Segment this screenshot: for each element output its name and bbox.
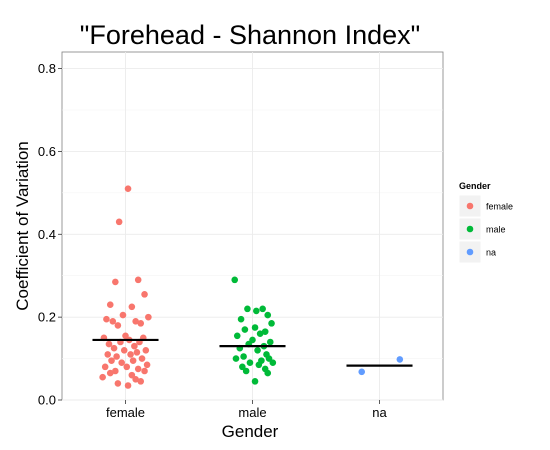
- point-female: [132, 375, 139, 383]
- point-male: [264, 369, 272, 377]
- point-female: [120, 346, 128, 354]
- point-female: [131, 342, 138, 350]
- legend: Gender female male na: [458, 181, 513, 264]
- point-female: [118, 359, 125, 367]
- point-female: [145, 313, 152, 321]
- y-tick-label: 0.4: [38, 227, 56, 242]
- point-female: [138, 355, 146, 362]
- point-male: [266, 338, 274, 346]
- x-tick-label: na: [372, 405, 387, 420]
- point-female: [132, 317, 139, 325]
- legend-label-na: na: [486, 248, 496, 258]
- point-male: [255, 361, 263, 369]
- legend-key-na: [466, 248, 474, 256]
- point-female: [113, 353, 120, 360]
- point-male: [237, 315, 245, 323]
- point-male: [254, 346, 261, 354]
- y-axis: 0.0 0.2 0.4 0.6 0.8: [38, 61, 62, 408]
- point-male: [233, 332, 241, 340]
- point-male: [246, 359, 254, 367]
- point-male: [242, 367, 250, 375]
- y-tick-label: 0.2: [38, 310, 56, 325]
- point-female: [109, 317, 117, 325]
- point-female: [134, 276, 142, 284]
- point-female: [110, 344, 118, 352]
- y-tick-label: 0.0: [38, 393, 56, 408]
- point-female: [99, 373, 106, 381]
- y-tick-label: 0.8: [38, 61, 56, 76]
- point-female: [106, 369, 114, 377]
- legend-label-male: male: [486, 225, 506, 235]
- y-axis-title: Coefficient of Variation: [13, 141, 32, 310]
- point-female: [142, 346, 150, 354]
- data-points: [99, 185, 404, 389]
- point-female: [108, 357, 115, 364]
- point-male: [269, 359, 277, 367]
- x-tick-label: male: [238, 405, 266, 420]
- point-female: [124, 382, 132, 389]
- point-female: [106, 301, 114, 309]
- point-female: [123, 363, 131, 371]
- point-male: [244, 305, 251, 313]
- point-female: [114, 322, 122, 329]
- point-female: [137, 378, 145, 385]
- point-male: [251, 324, 259, 331]
- point-male: [241, 326, 249, 333]
- point-male: [253, 307, 260, 315]
- point-female: [112, 278, 119, 286]
- point-female: [141, 367, 148, 375]
- point-male: [259, 305, 266, 313]
- point-na: [358, 368, 366, 376]
- point-male: [261, 328, 269, 335]
- legend-key-male: [466, 225, 474, 233]
- point-female: [129, 357, 137, 364]
- x-tick-label: female: [106, 405, 145, 420]
- point-male: [256, 330, 264, 338]
- x-axis: female male na: [106, 400, 387, 420]
- y-tick-label: 0.6: [38, 144, 56, 159]
- point-female: [141, 291, 148, 298]
- point-male: [240, 353, 247, 360]
- point-female: [103, 315, 110, 323]
- point-female: [119, 311, 127, 319]
- point-female: [143, 361, 151, 369]
- point-female: [105, 340, 113, 348]
- point-female: [112, 367, 119, 375]
- point-female: [124, 185, 132, 193]
- point-female: [115, 218, 123, 226]
- point-female: [114, 380, 122, 387]
- point-na: [396, 356, 404, 363]
- point-female: [127, 351, 134, 358]
- point-male: [232, 355, 240, 362]
- legend-key-female: [466, 202, 474, 210]
- chart-title: "Forehead - Shannon Index": [80, 20, 420, 50]
- point-female: [101, 363, 109, 371]
- legend-label-female: female: [486, 202, 513, 212]
- point-male: [251, 378, 259, 385]
- legend-title: Gender: [459, 181, 491, 191]
- point-male: [264, 311, 272, 319]
- point-male: [231, 276, 239, 284]
- point-male: [268, 320, 275, 327]
- point-female: [133, 349, 141, 356]
- x-axis-title: Gender: [222, 422, 279, 441]
- point-female: [137, 320, 145, 327]
- point-female: [128, 303, 136, 311]
- point-female: [134, 365, 142, 373]
- point-female: [104, 351, 112, 358]
- median-lines: [92, 338, 413, 367]
